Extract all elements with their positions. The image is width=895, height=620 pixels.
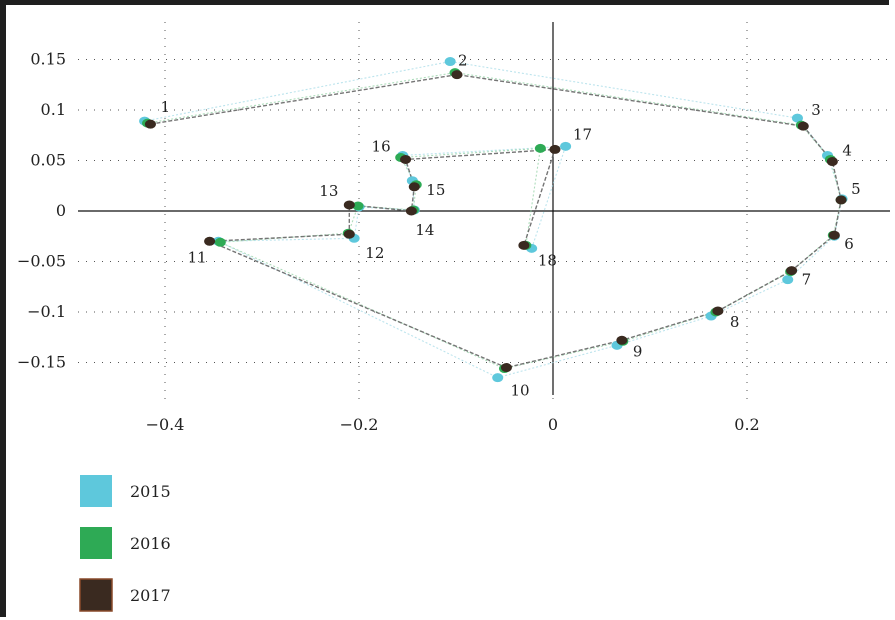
point-label-16: 16 <box>372 137 391 155</box>
point-label-2: 2 <box>458 52 468 70</box>
point-2017-17 <box>549 144 561 154</box>
point-2017-15 <box>408 182 420 192</box>
point-2015-17 <box>560 141 572 151</box>
point-2017-5 <box>835 195 847 205</box>
x-tick-label: 0.2 <box>734 415 759 434</box>
y-tick-label: −0.1 <box>27 302 66 321</box>
point-2017-13 <box>343 200 355 210</box>
series-path-2016 <box>147 72 842 370</box>
point-label-11: 11 <box>188 248 207 266</box>
y-tick-label: −0.15 <box>17 353 66 372</box>
point-label-8: 8 <box>730 313 740 331</box>
point-2015-3 <box>791 113 803 123</box>
point-label-1: 1 <box>160 98 170 116</box>
point-2015-10 <box>492 373 504 383</box>
y-tick-label: 0 <box>56 201 66 220</box>
point-2017-7 <box>786 266 798 276</box>
legend-swatch-2015 <box>80 475 112 507</box>
y-tick-label: 0.15 <box>30 50 66 69</box>
point-label-6: 6 <box>844 235 854 253</box>
y-tick-label: 0.05 <box>30 151 66 170</box>
data-points <box>139 57 848 383</box>
legend-label-2017: 2017 <box>130 586 171 605</box>
point-2017-1 <box>144 119 156 129</box>
point-label-14: 14 <box>415 221 434 239</box>
point-label-12: 12 <box>365 244 384 262</box>
point-2017-16 <box>400 154 412 164</box>
point-2017-11 <box>204 236 216 246</box>
legend-swatch-2017 <box>79 578 113 612</box>
point-label-13: 13 <box>319 182 338 200</box>
legend-label-2015: 2015 <box>130 482 171 501</box>
point-2016-17 <box>534 143 546 153</box>
point-2016-13 <box>352 201 364 211</box>
legend-label-2016: 2016 <box>130 534 171 553</box>
point-2017-9 <box>616 335 628 345</box>
x-tick-label: −0.4 <box>146 415 185 434</box>
y-tick-label: 0.1 <box>41 100 66 119</box>
point-label-9: 9 <box>633 342 643 360</box>
point-label-17: 17 <box>573 125 592 143</box>
point-2017-18 <box>518 240 530 250</box>
x-tick-label: −0.2 <box>340 415 379 434</box>
point-label-15: 15 <box>426 181 445 199</box>
point-label-5: 5 <box>851 180 861 198</box>
point-2017-12 <box>343 229 355 239</box>
y-tick-label: −0.05 <box>17 252 66 271</box>
point-2017-14 <box>405 206 417 216</box>
point-label-4: 4 <box>842 142 852 160</box>
point-label-3: 3 <box>811 101 821 119</box>
legend-swatch-2016 <box>80 527 112 559</box>
x-tick-label: 0 <box>548 415 558 434</box>
point-2016-11 <box>214 237 226 247</box>
point-2017-8 <box>712 306 724 316</box>
point-label-7: 7 <box>802 271 812 289</box>
axes <box>78 22 890 395</box>
point-2017-2 <box>451 70 463 80</box>
tick-labels: 0.15 0.1 0.05 0 −0.05 −0.1 −0.15 −0.4 −0.2 0 0.2 <box>17 50 760 435</box>
point-2015-2 <box>444 57 456 67</box>
point-label-10: 10 <box>510 382 529 400</box>
point-2017-6 <box>828 230 840 240</box>
point-2015-7 <box>782 275 794 285</box>
legend: 2015 2016 2017 <box>79 475 171 612</box>
point-2017-10 <box>500 363 512 373</box>
point-label-18: 18 <box>538 251 557 269</box>
point-2017-4 <box>826 157 838 167</box>
point-2017-3 <box>797 121 809 131</box>
